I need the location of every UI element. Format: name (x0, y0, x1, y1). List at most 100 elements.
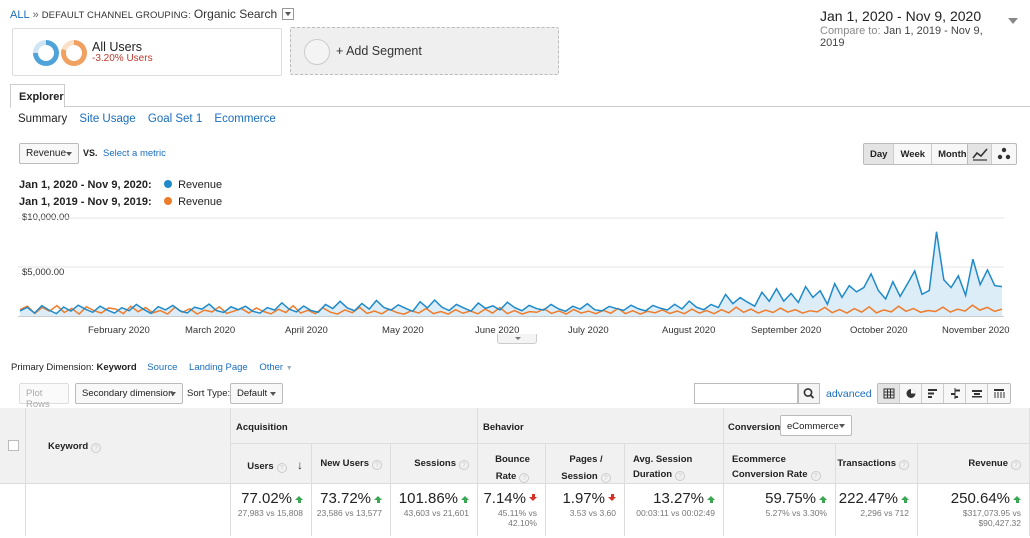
comparison-view-icon[interactable] (944, 384, 966, 403)
chevron-down-icon (170, 392, 176, 396)
group-behavior: Behavior (478, 408, 724, 444)
help-icon[interactable]: ? (372, 460, 382, 470)
x-axis-tick-label: November 2020 (942, 325, 1010, 336)
date-range-picker[interactable]: Jan 1, 2020 - Nov 9, 2020 Compare to: Ja… (820, 8, 1010, 49)
period-day-button[interactable]: Day (864, 144, 895, 164)
plot-rows-button[interactable]: Plot Rows (19, 383, 69, 410)
help-icon[interactable]: ? (276, 463, 287, 473)
tab-explorer[interactable]: Explorer (10, 84, 65, 108)
primary-dimension-source[interactable]: Source (147, 362, 178, 373)
vs-label: VS. (83, 148, 98, 158)
metric-cell-sessions: 101.86% 43,603 vs 21,601 (391, 484, 478, 536)
arrow-up-icon (707, 496, 715, 503)
help-icon[interactable]: ? (810, 471, 821, 481)
date-range-caret-icon[interactable] (1008, 18, 1018, 24)
metric-change-value: 101.86% (398, 490, 458, 507)
help-icon[interactable]: ? (899, 460, 909, 470)
keyword-header[interactable]: Keyword? (26, 408, 231, 484)
sort-type-select[interactable]: Default (230, 383, 283, 404)
arrow-up-icon (901, 496, 909, 503)
row-keyword-cell (26, 484, 231, 536)
add-segment-button[interactable]: + Add Segment (290, 27, 559, 75)
select-metric-link[interactable]: Select a metric (103, 148, 166, 159)
period-toggle: Day Week Month (863, 143, 974, 165)
metric-comparison: 3.53 vs 3.60 (569, 508, 616, 518)
metric-change-value: 7.14% (483, 490, 526, 507)
select-all-checkbox[interactable] (8, 440, 19, 451)
x-axis-tick-label: April 2020 (285, 325, 328, 336)
help-icon[interactable]: ? (600, 473, 611, 483)
subtab-ecommerce[interactable]: Ecommerce (214, 113, 276, 125)
help-icon[interactable]: ? (675, 471, 686, 481)
y-axis-tick-mid: $5,000.00 (22, 267, 65, 278)
column-header-revenue[interactable]: Revenue? (918, 444, 1030, 484)
metric-change-value: 250.64% (950, 490, 1010, 507)
help-icon[interactable]: ? (519, 473, 530, 483)
metric-select[interactable]: Revenue (19, 143, 79, 164)
column-header-ecommerce-conversion-rate[interactable]: Ecommerce Conversion Rate? (724, 444, 836, 484)
metric-cell-revenue: 250.64% $317,073.95 vs $90,427.32 (918, 484, 1030, 536)
revenue-line-chart[interactable] (18, 212, 1004, 322)
chevron-down-icon (270, 392, 276, 396)
column-header-label: Bounce Rate (495, 454, 530, 482)
chart-collapse-handle-icon[interactable] (497, 334, 537, 344)
arrow-down-icon (608, 494, 616, 501)
help-icon[interactable]: ? (91, 443, 102, 453)
x-axis-tick-label: October 2020 (850, 325, 908, 336)
metric-comparison: 43,603 vs 21,601 (403, 508, 469, 518)
breadcrumb-dropdown-icon[interactable] (282, 8, 295, 20)
legend-range-current: Jan 1, 2020 - Nov 9, 2020: (19, 179, 152, 191)
column-header-transactions[interactable]: Transactions? (836, 444, 918, 484)
x-axis-tick-label: July 2020 (568, 325, 609, 336)
column-header-pages-per-session[interactable]: Pages / Session? (546, 444, 625, 484)
primary-dimension-other[interactable]: Other ▼ (259, 362, 292, 373)
subtab-site-usage[interactable]: Site Usage (79, 113, 136, 125)
help-icon[interactable]: ? (1011, 460, 1021, 470)
column-header-users[interactable]: Users? ↓ (231, 444, 312, 484)
metric-cell-new-users: 73.72% 23,586 vs 13,577 (312, 484, 391, 536)
chart-type-toggle (967, 143, 1017, 165)
period-week-button[interactable]: Week (894, 144, 933, 164)
table-search-input[interactable] (694, 383, 798, 404)
segment-all-users[interactable]: All Users -3.20% Users (12, 28, 282, 76)
help-icon[interactable]: ? (459, 460, 469, 470)
motion-chart-icon[interactable] (992, 144, 1016, 164)
breadcrumb-all-link[interactable]: ALL (10, 9, 30, 21)
subtab-summary[interactable]: Summary (18, 113, 68, 125)
segment-name: All Users (92, 40, 143, 54)
column-header-bounce-rate[interactable]: Bounce Rate? (478, 444, 546, 484)
column-header-label: Sessions (414, 458, 456, 469)
keyword-header-label: Keyword (48, 441, 89, 452)
metric-change-value: 59.75% (765, 490, 816, 507)
metric-cell-pages-per-session: 1.97% 3.53 vs 3.60 (546, 484, 625, 536)
series-area-current (20, 231, 1002, 316)
primary-dimension-keyword[interactable]: Keyword (96, 362, 137, 373)
primary-dimension-landing-page[interactable]: Landing Page (189, 362, 248, 373)
performance-view-icon[interactable] (922, 384, 944, 403)
breadcrumb-separator: » (32, 9, 39, 21)
column-header-label: New Users (320, 458, 369, 469)
pie-view-icon[interactable] (900, 384, 922, 403)
table-view-icon[interactable] (878, 384, 900, 403)
secondary-dimension-select[interactable]: Secondary dimension (75, 383, 183, 404)
sort-descending-icon[interactable]: ↓ (293, 458, 303, 472)
date-range-main: Jan 1, 2020 - Nov 9, 2020 (820, 8, 982, 24)
line-chart-icon[interactable] (968, 144, 992, 164)
chevron-down-icon: ▼ (285, 365, 293, 372)
conversions-select-value: eCommerce (787, 421, 839, 432)
conversions-select[interactable]: eCommerce (780, 415, 852, 436)
column-header-sessions[interactable]: Sessions? (391, 444, 478, 484)
period-month-button[interactable]: Month (938, 149, 967, 160)
advanced-filter-link[interactable]: advanced (826, 388, 872, 400)
search-icon[interactable] (798, 383, 820, 404)
column-header-new-users[interactable]: New Users? (312, 444, 391, 484)
term-cloud-view-icon[interactable] (966, 384, 988, 403)
x-axis-tick-label: February 2020 (88, 325, 150, 336)
pivot-view-icon[interactable] (988, 384, 1010, 403)
compare-label: Compare to: (820, 25, 881, 37)
column-header-avg-session-duration[interactable]: Avg. Session Duration? (625, 444, 724, 484)
metric-comparison: 45.11% vs 42.10% (497, 508, 537, 528)
legend-row-previous: Jan 1, 2019 - Nov 9, 2019: Revenue (19, 196, 222, 208)
x-axis-tick-label: March 2020 (185, 325, 236, 336)
subtab-goal-set-1[interactable]: Goal Set 1 (147, 113, 203, 125)
